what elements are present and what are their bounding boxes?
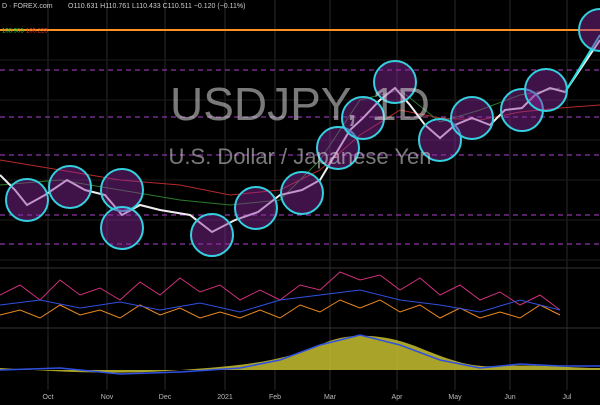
macd-line — [0, 334, 600, 375]
x-tick-label: Mar — [324, 394, 337, 401]
x-tick-label: Nov — [101, 394, 114, 401]
x-tick-label: May — [448, 394, 462, 401]
ohlc: O110.631 H110.761 L110.433 C110.511 −0.1… — [68, 3, 245, 10]
price-series — [0, 39, 600, 234]
x-tick-label: Dec — [159, 394, 172, 401]
bid: 108.903 — [2, 29, 24, 35]
macd-histogram — [0, 335, 600, 373]
grid — [47, 0, 568, 390]
x-tick-label: Oct — [43, 394, 54, 401]
indicator-line — [0, 289, 561, 313]
watermark-title: USDJPY, 1D — [170, 78, 430, 130]
watermark-subtitle: U.S. Dollar / Japanese Yen — [169, 144, 432, 169]
ask: 109.223 — [26, 29, 48, 35]
x-tick-label: Apr — [392, 394, 404, 401]
fib-levels — [0, 69, 600, 245]
cloud-line — [0, 104, 600, 196]
x-tick-label: 2021 — [217, 394, 233, 401]
x-tick-label: Jul — [563, 394, 572, 401]
x-axis: Oct Nov Dec 2021 Feb Mar Apr May Jun Jul — [43, 394, 572, 401]
trend-arrow — [564, 34, 600, 93]
indicator-line — [0, 271, 561, 311]
x-tick-label: Jun — [504, 394, 515, 401]
highlight-circles — [5, 8, 600, 257]
indicator-line — [0, 299, 561, 319]
x-tick-label: Feb — [269, 394, 281, 401]
symbol: D · FOREX.com — [2, 3, 53, 10]
